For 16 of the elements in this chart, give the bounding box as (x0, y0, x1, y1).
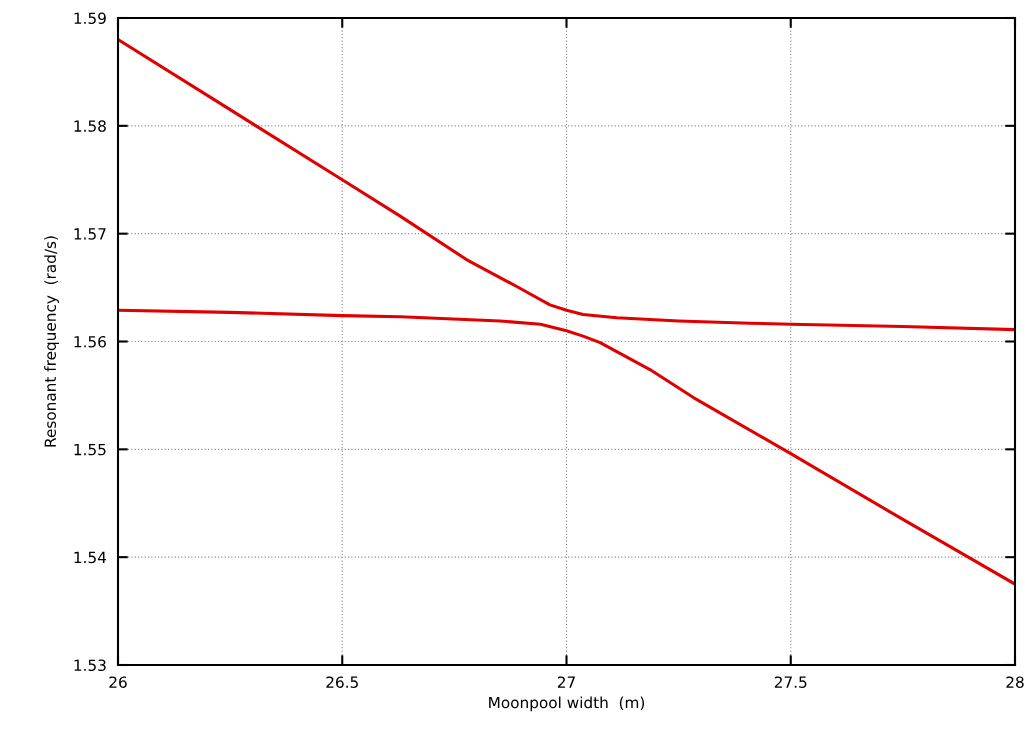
x-tick-label: 27 (557, 676, 575, 688)
y-axis-title: Resonant frequency (rad/s) (44, 236, 59, 447)
x-tick-label: 26 (109, 676, 127, 688)
y-tick-label: 1.59 (74, 12, 106, 25)
x-tick-label: 26.5 (326, 676, 358, 688)
y-tick-label: 1.57 (74, 228, 106, 240)
y-tick-label: 1.54 (74, 551, 107, 564)
line-series (118, 38, 1015, 332)
y-tick-label: 1.55 (74, 444, 106, 456)
y-tick-label: 1.58 (74, 120, 106, 132)
x-tick-label: 27.5 (774, 676, 807, 688)
x-axis-title: Moonpool width (m) (489, 696, 645, 712)
line-series (118, 308, 1015, 586)
x-tick-label: 28 (1006, 676, 1024, 688)
y-tick-label: 1.56 (74, 335, 106, 348)
y-tick-label: 1.53 (74, 659, 106, 672)
